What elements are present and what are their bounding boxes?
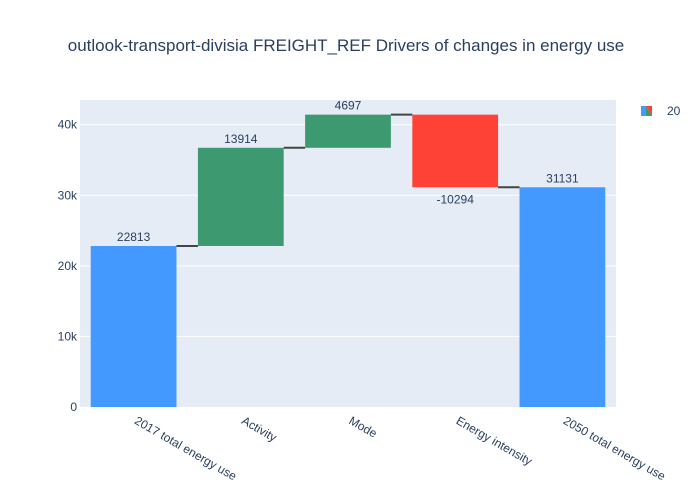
y-tick-label: 20k [58, 259, 78, 273]
legend-label: 20 [667, 104, 681, 118]
x-tick-label: 2017 total energy use [132, 413, 239, 483]
x-tick-label: Energy intensity [454, 413, 535, 468]
waterfall-bar [519, 187, 606, 407]
bar-labels: 22813 13914 4697 -10294 31131 [117, 99, 579, 244]
legend-swatch-total [641, 106, 646, 116]
bar-value-label: 4697 [335, 99, 362, 113]
bar-value-label: -10294 [437, 192, 475, 206]
y-tick-label: 40k [58, 118, 78, 132]
legend-swatch-increasing [646, 106, 652, 116]
waterfall-bar [412, 114, 499, 188]
bar-value-label: 13914 [224, 132, 258, 146]
waterfall-bar [197, 147, 284, 246]
x-tick-label: Mode [347, 413, 380, 440]
waterfall-bar [305, 114, 391, 148]
x-axis: 2017 total energy use Activity Mode Energy … [132, 413, 668, 483]
y-tick-label: 30k [58, 188, 78, 202]
chart-title: outlook-transport-divisia FREIGHT_REF Dr… [68, 36, 625, 55]
waterfall-bar [90, 245, 177, 407]
bar-value-label: 22813 [117, 230, 151, 244]
legend[interactable]: 20 [641, 104, 681, 118]
y-tick-label: 10k [58, 329, 78, 343]
bar-value-label: 31131 [546, 171, 579, 185]
bars [90, 114, 606, 407]
x-tick-label: Activity [239, 413, 279, 444]
x-tick-label: 2050 total energy use [561, 413, 668, 483]
connectors [176, 113, 520, 247]
y-tick-label: 0 [70, 400, 77, 414]
y-axis: 0 10k 20k 30k 40k [58, 118, 78, 414]
